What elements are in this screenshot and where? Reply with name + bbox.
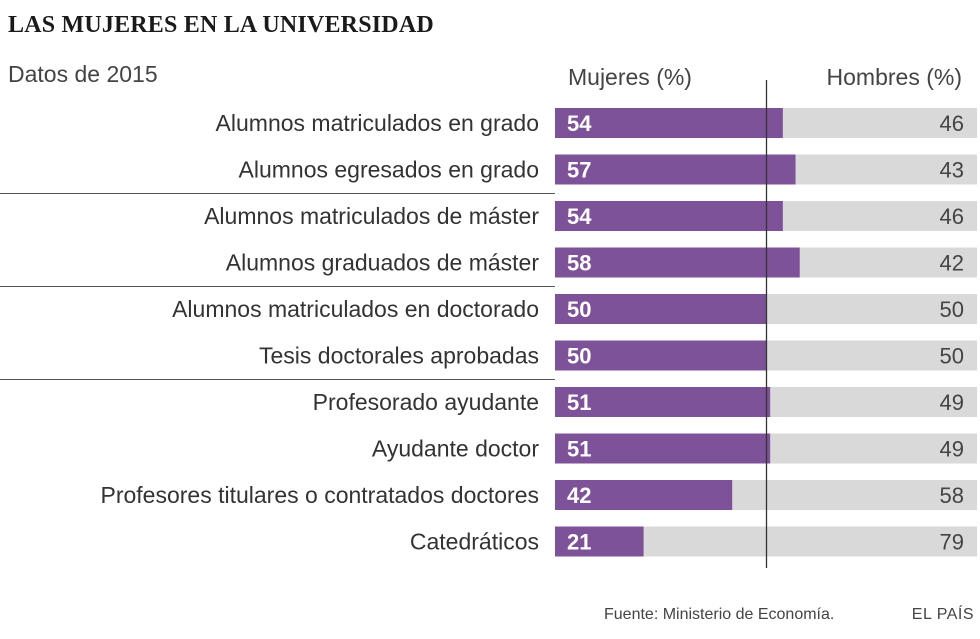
category-label: Catedráticos: [410, 529, 539, 555]
bar-men: [782, 201, 977, 231]
bar-men: [643, 526, 977, 557]
value-label-women: 50: [567, 297, 591, 322]
chart-title: LAS MUJERES EN LA UNIVERSIDAD: [8, 12, 434, 38]
value-label-men: 79: [940, 530, 964, 555]
legend-women: Mujeres (%): [568, 64, 692, 90]
category-label: Alumnos matriculados de máster: [204, 203, 539, 229]
bar-men: [782, 108, 977, 138]
legend-men: Hombres (%): [826, 64, 962, 90]
category-label: Tesis doctorales aprobadas: [259, 343, 539, 369]
category-label: Profesorado ayudante: [313, 389, 539, 415]
value-label-men: 50: [940, 344, 964, 369]
bar-men: [770, 387, 977, 417]
bar-men: [766, 340, 977, 371]
category-label: Alumnos egresados en grado: [239, 157, 539, 183]
source-note: Fuente: Ministerio de Economía.: [604, 606, 835, 623]
bar-women: [555, 340, 766, 371]
value-label-men: 42: [940, 251, 964, 276]
bar-men: [732, 480, 977, 510]
value-label-men: 49: [940, 390, 964, 415]
bar-men: [799, 247, 977, 278]
bar-women: [555, 154, 796, 185]
value-label-women: 50: [567, 344, 591, 369]
value-label-men: 58: [940, 483, 964, 508]
value-label-women: 51: [567, 390, 591, 415]
category-label: Ayudante doctor: [372, 436, 539, 462]
bar-men: [766, 294, 977, 324]
value-label-men: 49: [940, 437, 964, 462]
category-label: Alumnos matriculados en grado: [216, 110, 539, 136]
category-label: Alumnos graduados de máster: [226, 250, 540, 276]
value-label-women: 42: [567, 483, 591, 508]
bar-women: [555, 201, 783, 231]
bar-women: [555, 247, 800, 278]
chart-subtitle: Datos de 2015: [8, 61, 158, 87]
bar-women: [555, 387, 771, 417]
value-label-men: 46: [940, 111, 964, 136]
value-label-women: 58: [567, 251, 591, 276]
value-label-women: 51: [567, 437, 591, 462]
bar-men: [795, 154, 977, 185]
bar-women: [555, 480, 733, 510]
value-label-women: 54: [567, 204, 592, 229]
bar-women: [555, 108, 783, 138]
value-label-women: 57: [567, 158, 591, 183]
value-label-men: 43: [940, 158, 964, 183]
value-label-women: 21: [567, 530, 591, 555]
value-label-men: 46: [940, 204, 964, 229]
publisher-credit: EL PAÍS: [911, 606, 974, 623]
value-label-women: 54: [567, 111, 592, 136]
category-label: Profesores titulares o contratados docto…: [100, 482, 539, 508]
value-label-men: 50: [940, 297, 964, 322]
bar-women: [555, 294, 766, 324]
bar-men: [770, 433, 977, 464]
category-label: Alumnos matriculados en doctorado: [172, 296, 539, 322]
bar-women: [555, 526, 644, 557]
bar-women: [555, 433, 771, 464]
